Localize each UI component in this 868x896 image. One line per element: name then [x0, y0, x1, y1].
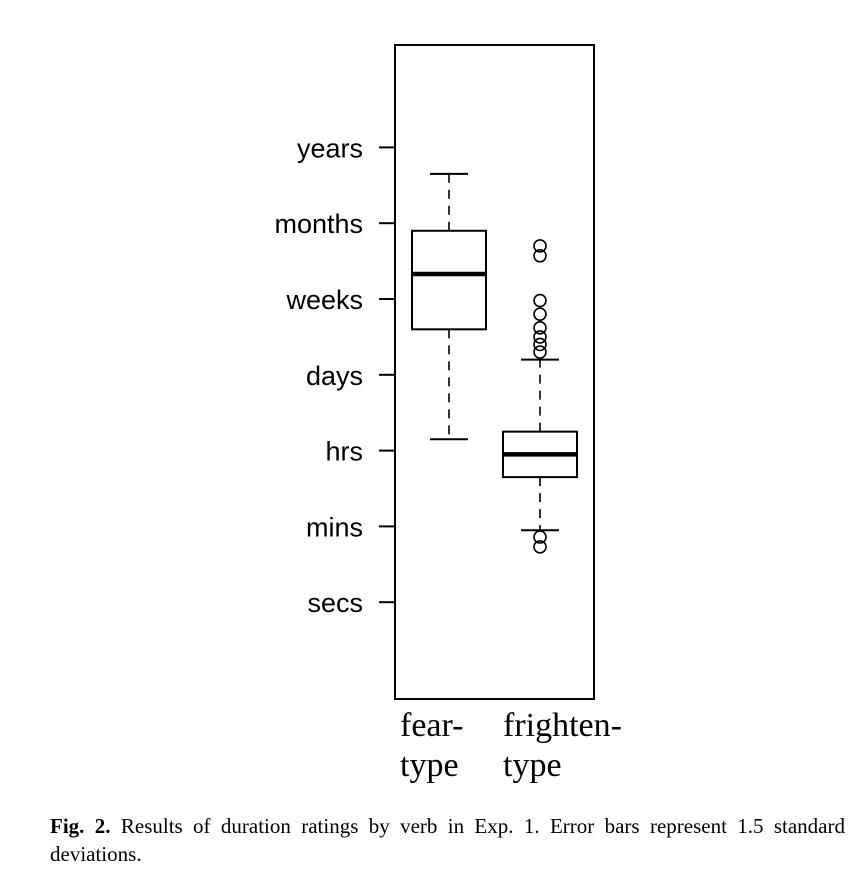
x-category-label: fear-	[400, 707, 463, 744]
box-group	[411, 172, 578, 554]
x-category-label: type	[503, 747, 562, 784]
y-tick-label: mins	[306, 512, 363, 542]
outlier-point	[533, 307, 547, 321]
outlier-point	[533, 239, 547, 253]
caption-label: Fig. 2.	[50, 814, 111, 838]
x-category-label: type	[400, 747, 459, 784]
y-tick-label: months	[274, 209, 363, 239]
y-tick-label: secs	[307, 588, 363, 618]
y-tick-label: hrs	[325, 437, 363, 467]
outlier-point	[533, 530, 547, 544]
outlier-point	[533, 293, 547, 308]
outlier-point	[533, 540, 547, 554]
y-tick-label: weeks	[285, 285, 363, 315]
caption-text: Results of duration ratings by verb in E…	[50, 814, 845, 866]
outlier-point	[533, 345, 547, 359]
y-tick-label: years	[297, 133, 363, 163]
y-tick-label: days	[306, 361, 363, 391]
x-category-label: frighten-	[503, 707, 622, 744]
outlier-point	[533, 330, 547, 344]
outlier-point	[533, 337, 547, 352]
plot-frame	[394, 44, 595, 700]
outlier-point	[533, 248, 547, 263]
figure-caption: Fig. 2. Results of duration ratings by v…	[50, 812, 845, 868]
iqr-box	[411, 229, 487, 331]
y-axis: secs mins hrs days weeks months years	[274, 133, 395, 618]
outlier-point	[533, 321, 547, 335]
